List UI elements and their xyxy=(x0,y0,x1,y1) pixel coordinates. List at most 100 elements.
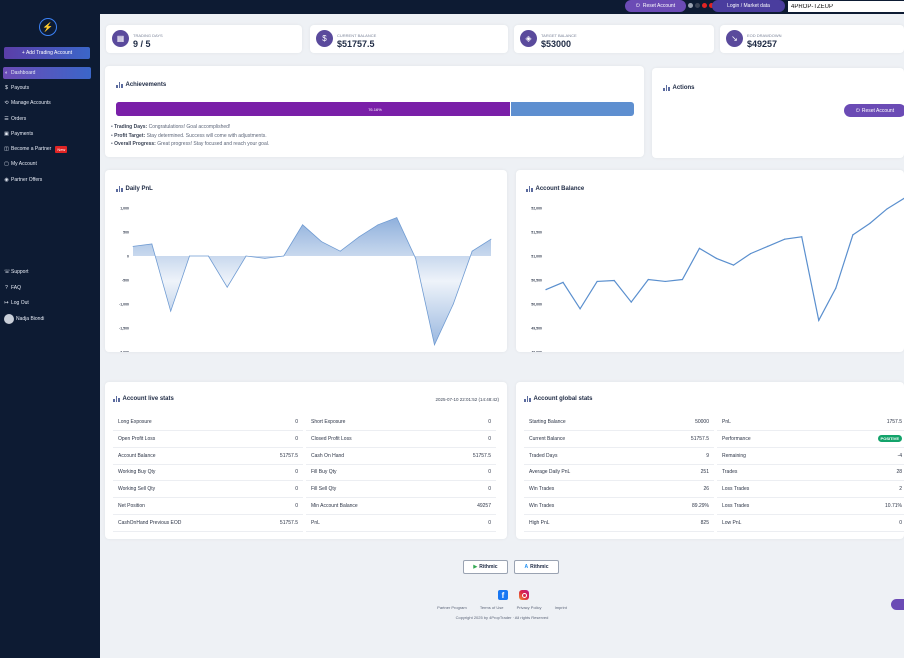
data-point xyxy=(358,236,360,238)
stat-value: $49257 xyxy=(747,39,778,49)
table-row: Current Balance 51757.5 xyxy=(524,431,714,448)
logo-icon[interactable]: ⚡ xyxy=(39,18,57,36)
stat-label: Open Profit Loss xyxy=(118,435,156,442)
stat-value: 0 xyxy=(488,435,491,442)
data-point xyxy=(545,289,547,291)
account-select-input[interactable] xyxy=(788,1,904,12)
table-row: Win Trades 89.29% xyxy=(524,498,714,515)
chat-help-button[interactable] xyxy=(891,599,904,610)
sidebar-item-payments[interactable]: ▣ Payments xyxy=(3,128,91,140)
footer-link-partner[interactable]: Partner Program xyxy=(437,605,467,610)
stat-value: 10.71% xyxy=(885,503,902,509)
stat-label: Min Account Balance xyxy=(311,503,358,509)
rithmic-badge-apple[interactable]: A Rithmic xyxy=(514,560,559,574)
y-tick-label: 51,500 xyxy=(531,231,542,235)
topbar-reset-account-button[interactable]: ⏻ Reset Account xyxy=(625,0,686,12)
table-row: Working Sell Qty 0 xyxy=(113,481,303,499)
sidebar-item-logout[interactable]: ↦ Log Out xyxy=(3,297,91,309)
daily-pnl-title: Daily PnL xyxy=(116,186,153,192)
footer-link-terms[interactable]: Terms of Use xyxy=(479,605,504,610)
add-trading-account-button[interactable]: + Add Trading Account xyxy=(4,47,90,59)
achievements-card: Achievements 76.16% • Trading Days: Cong… xyxy=(105,66,644,157)
data-point xyxy=(647,278,649,281)
stat-label: Trading days xyxy=(133,33,163,38)
sidebar-item-manage-accounts[interactable]: ⟲ Manage Accounts xyxy=(3,97,91,109)
data-point xyxy=(698,247,701,249)
dollar-icon: $ xyxy=(316,30,333,47)
stat-value: 51757.5 xyxy=(279,519,298,526)
sidebar-item-partner-offers[interactable]: ◉ Partner Offers xyxy=(3,174,91,186)
stat-label: High PnL xyxy=(529,519,550,526)
stat-label: Short Exposure xyxy=(311,419,346,425)
progress-fill xyxy=(116,102,511,116)
chart-down-icon: ↘ xyxy=(726,30,743,47)
stat-label: EOD Drawdown xyxy=(747,33,782,38)
instagram-icon[interactable] xyxy=(519,590,529,600)
sidebar-item-dashboard[interactable]: ◐ Dashboard xyxy=(3,67,91,79)
table-row: Fill Sell Qty 0 xyxy=(306,481,496,499)
table-row: Remaining -4 xyxy=(717,448,904,465)
y-tick-label: 1,000 xyxy=(120,207,129,211)
stat-label: Fill Sell Qty xyxy=(311,486,337,493)
sidebar-item-label: My Account xyxy=(11,161,37,167)
stat-value: $53000 xyxy=(541,39,572,49)
sidebar-item-payouts[interactable]: $ Payouts xyxy=(3,82,91,94)
footer-link-privacy[interactable]: Privacy Policy xyxy=(516,605,542,610)
stat-value: 26 xyxy=(703,486,709,493)
data-point xyxy=(283,255,285,257)
dollar-icon: $ xyxy=(5,85,8,91)
footer-link-imprint[interactable]: Imprint xyxy=(554,605,567,610)
reset-account-button[interactable]: ⏻ Reset Account xyxy=(844,104,904,117)
badge-label: Rithmic xyxy=(479,564,498,570)
badge-label: Rithmic xyxy=(530,564,549,570)
list-icon: ☰ xyxy=(4,116,9,122)
app-store-icon: A xyxy=(524,564,529,570)
sidebar-item-my-account[interactable]: ▢ My Account xyxy=(3,158,91,170)
sidebar-item-orders[interactable]: ☰ Orders xyxy=(3,113,91,125)
table-row: Win Trades 26 xyxy=(524,481,714,499)
stat-value: 9 xyxy=(706,452,709,459)
list-item: • Overall Progress: Great progress! Stay… xyxy=(111,141,270,147)
daily-pnl-title-text: Daily PnL xyxy=(125,186,153,192)
stat-value: POSITIVE xyxy=(877,435,902,443)
live-stats-timestamp: 2025-07-10 22:01:52 (14:48:42) xyxy=(435,397,499,402)
actions-card: Actions ⏻ Reset Account xyxy=(652,68,904,158)
login-market-data-button[interactable]: Login / Market data xyxy=(712,0,785,12)
data-point xyxy=(596,280,598,283)
sidebar-user[interactable]: Nadja Biondi xyxy=(3,313,91,325)
table-row: Min Account Balance 49257 xyxy=(306,498,496,515)
stat-label: Loss Trades xyxy=(722,486,750,493)
sidebar-item-become-partner[interactable]: ◫ Become a Partner New xyxy=(3,143,91,155)
stat-value: 0 xyxy=(295,435,298,442)
logout-icon: ↦ xyxy=(4,300,9,306)
table-row: Short Exposure 0 xyxy=(306,414,496,431)
data-point xyxy=(471,250,473,252)
money-bag-icon: ◈ xyxy=(520,30,537,47)
card-icon: ▣ xyxy=(4,131,9,137)
stat-card-current-balance: $ Current balance $51757.5 xyxy=(310,25,508,53)
rithmic-badge-google[interactable]: ▶ Rithmic xyxy=(463,560,508,574)
table-row: Starting Balance 50000 xyxy=(524,414,714,431)
footer-links: Partner Program Terms of Use Privacy Pol… xyxy=(100,605,904,610)
stat-card-trading-days: ▦ Trading days 9 / 5 xyxy=(106,25,302,53)
stat-value: 1757.5 xyxy=(886,419,902,425)
status-dot xyxy=(695,3,700,8)
bar-chart-icon xyxy=(113,396,120,402)
sidebar-item-support[interactable]: ☏ Support xyxy=(3,266,91,278)
stat-label: Long Exposure xyxy=(118,419,152,425)
manage-icon: ⟲ xyxy=(4,100,9,106)
stat-label: Performance xyxy=(722,435,751,442)
sidebar: ⚡ + Add Trading Account ◐ Dashboard $ Payo… xyxy=(0,0,100,658)
status-dot xyxy=(688,3,693,8)
data-point xyxy=(452,303,454,305)
balance-line xyxy=(545,197,904,323)
facebook-icon[interactable]: f xyxy=(498,590,508,600)
stat-value: 0 xyxy=(295,419,298,425)
table-row: Working Buy Qty 0 xyxy=(113,464,303,482)
sidebar-item-faq[interactable]: ? FAQ xyxy=(3,282,91,294)
data-point xyxy=(415,258,417,259)
stat-value: -4 xyxy=(897,452,902,459)
stat-label: Working Sell Qty xyxy=(118,486,156,493)
y-tick-label: -2,000 xyxy=(119,351,129,353)
daily-pnl-chart: 1,000 500 0 -500 -1,000 -1,500 -2,000 xyxy=(119,207,492,353)
